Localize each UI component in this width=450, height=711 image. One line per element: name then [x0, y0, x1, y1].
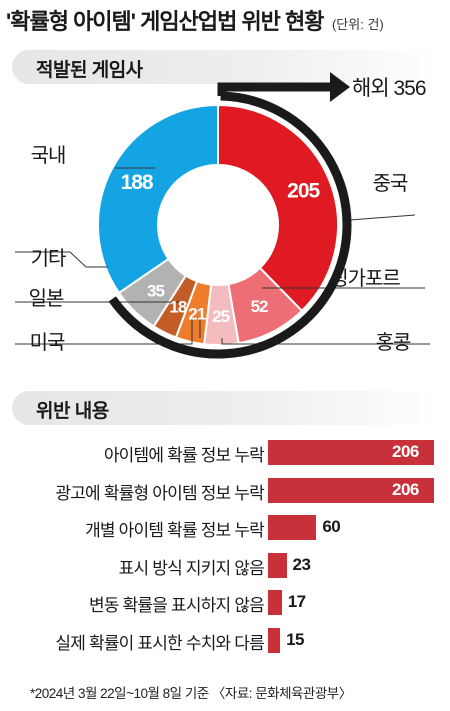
slice-6-value-label: 35 [147, 282, 164, 301]
slice-2-category-label: 싱가포르 [330, 267, 400, 290]
bar-value-label: 23 [292, 554, 311, 574]
slice-2-value-label: 52 [251, 297, 268, 316]
bar-value-label: 206 [392, 442, 419, 461]
overseas-arrow-head [330, 72, 350, 102]
slice-6-leader-line [15, 251, 108, 268]
overseas-group-arc [108, 91, 352, 359]
footnote: *2024년 3월 22일~10월 8일 기준 〈자료: 문화체육관광부〉 [30, 686, 352, 701]
unit-label: (단위: 건) [331, 17, 384, 32]
slice-4-category-label: 미국 [30, 331, 65, 354]
bar-category-label: 개별 아이템 확률 정보 누락 [85, 521, 265, 540]
bar-value-label: 60 [322, 517, 341, 536]
bar [268, 440, 434, 465]
overseas-group-connector [217, 82, 332, 96]
slice-1-leader-line [349, 214, 416, 221]
slice-3-category-label: 홍콩 [376, 331, 411, 354]
slice-3-value-label: 25 [212, 307, 229, 326]
slice-4-value-label: 21 [188, 304, 205, 323]
slice-1-category-label: 중국 [373, 173, 408, 195]
bar [268, 477, 434, 503]
bar [268, 552, 287, 578]
donut-section-header: 적발된 게임사 [12, 50, 440, 84]
slice-4-leader-line [15, 317, 201, 345]
bar [268, 627, 281, 653]
slice-7-category-label: 국내 [31, 144, 66, 167]
overseas-group-label: 해외 356 [352, 77, 426, 100]
slice-1-arc [217, 103, 339, 313]
slice-5-value-label: 18 [169, 298, 186, 317]
bar-category-label: 광고에 확률형 아이템 정보 누락 [55, 483, 264, 503]
bar-category-label: 아이템에 확률 정보 누락 [103, 446, 265, 465]
bar-value-label: 206 [392, 479, 419, 499]
chart-title: '확률형 아이템' 게임산업법 위반 현황 [6, 9, 325, 34]
bar [268, 590, 282, 615]
donut-section-title: 적발된 게임사 [36, 60, 143, 81]
bar-section-header: 위반 내용 [12, 391, 440, 425]
bar-value-label: 15 [286, 629, 304, 649]
slice-7-arc [97, 103, 219, 295]
bar-category-label: 변동 확률을 표시하지 않음 [88, 596, 265, 615]
slice-7-value-label: 188 [121, 171, 154, 194]
bar-category-label: 실제 확률이 표시한 수치와 다름 [55, 633, 264, 653]
bar-value-label: 17 [287, 592, 306, 611]
bar [268, 515, 317, 540]
header: '확률형 아이템' 게임산업법 위반 현황 (단위: 건) [6, 4, 446, 38]
slice-3-leader-line [221, 338, 430, 345]
slice-5-category-label: 일본 [29, 287, 64, 310]
bar-category-label: 표시 방식 지키지 않음 [118, 558, 265, 578]
slice-1-value-label: 205 [287, 179, 320, 202]
bar-section-title: 위반 내용 [36, 401, 109, 422]
slice-6-category-label: 기타 [31, 247, 66, 270]
